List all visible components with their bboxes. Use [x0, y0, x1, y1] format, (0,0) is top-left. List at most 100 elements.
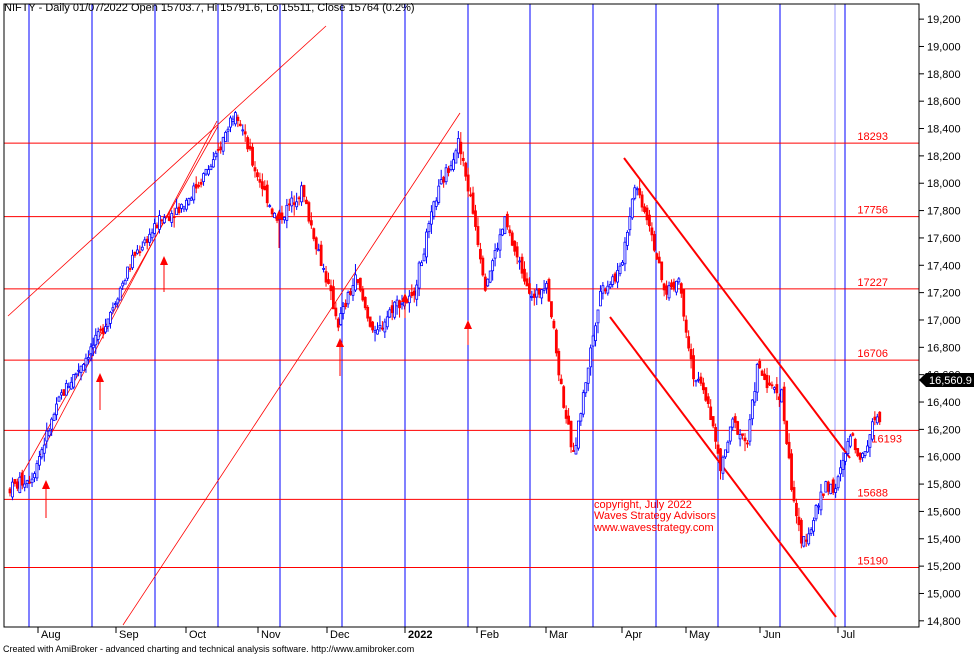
candle-body [241, 129, 245, 132]
candle-body [263, 185, 267, 191]
level-label: 18293 [857, 131, 888, 143]
candle-body [505, 213, 509, 228]
candle-body [150, 232, 154, 239]
candle-body [736, 421, 740, 435]
candle-body [878, 411, 882, 423]
candle-body [616, 270, 619, 283]
candle-body [513, 240, 517, 252]
candle-body [135, 249, 139, 254]
candle-body [535, 289, 539, 298]
candle-body [123, 280, 127, 285]
candle-body [74, 372, 78, 376]
candle-body [724, 449, 727, 458]
candle-body [599, 290, 602, 307]
candle-body [577, 420, 580, 449]
candle-body [302, 185, 306, 198]
candle-body [501, 228, 504, 236]
candle-body [554, 329, 558, 354]
candle-body [162, 217, 166, 224]
candle-body [630, 198, 634, 219]
candle-body [714, 427, 717, 442]
candle-body [469, 194, 473, 197]
candle-body [273, 212, 277, 219]
candle-body [542, 288, 546, 291]
candle-body [817, 505, 820, 508]
candle-body [371, 321, 375, 331]
candle-body [726, 441, 730, 453]
candle-body [508, 229, 512, 234]
candle-body [380, 327, 384, 330]
candle-body [417, 262, 421, 289]
candle-body [363, 296, 367, 309]
candle-body [128, 268, 132, 270]
candle-body [158, 215, 161, 230]
y-tick-label: 17,000 [927, 315, 961, 327]
candle-body [471, 192, 475, 214]
candle-body [116, 298, 120, 304]
price-chart: 18293 17756 17227 16706 16193 15688 15190 14,8… [3, 2, 974, 641]
candle-body [407, 295, 411, 304]
candle-body [792, 487, 796, 502]
candle-body [704, 387, 708, 401]
candle-body [270, 208, 274, 215]
candle-body [8, 488, 12, 494]
candle-body [351, 285, 355, 296]
candle-body [758, 361, 762, 369]
candle-body [258, 179, 262, 183]
candle-body [23, 483, 27, 488]
candle-body [211, 159, 215, 168]
trend-line-thick [623, 157, 851, 459]
candle-body [251, 146, 254, 166]
candle-body [111, 307, 115, 311]
candle-body [721, 456, 725, 474]
candle-body [567, 415, 570, 425]
candle-body [356, 279, 360, 283]
candle-body [82, 364, 85, 371]
candle-body [432, 201, 436, 217]
y-tick-label: 17,400 [927, 260, 961, 272]
arrow-head [464, 320, 472, 329]
candle-body [692, 355, 695, 380]
candle-body [594, 325, 597, 342]
candle-body [182, 206, 186, 210]
candle-body [461, 157, 465, 162]
candle-body [216, 149, 220, 151]
candle-body [339, 313, 343, 325]
candle-body [478, 248, 482, 260]
candle-body [133, 251, 137, 256]
candle-body [368, 316, 372, 327]
candle-body [799, 519, 803, 544]
candle-body [221, 137, 225, 152]
candle-body [802, 536, 806, 547]
candle-body [429, 211, 433, 225]
candle-body [349, 290, 352, 295]
candle-body [667, 285, 671, 299]
candle-body [87, 357, 90, 360]
candle-body [719, 448, 722, 472]
candle-body [760, 370, 764, 376]
candle-body [675, 280, 678, 293]
candle-body [493, 250, 497, 259]
candle-body [474, 210, 477, 227]
trend-line-thin [122, 112, 461, 626]
candle-body [285, 204, 289, 221]
candle-body [851, 433, 855, 436]
y-axis: 14,800 15,000 15,200 15,400 15,600 15,800 16,0… [918, 4, 974, 628]
candle-body [189, 197, 193, 201]
y-tick-label: 14,800 [927, 616, 961, 628]
candle-body [728, 426, 732, 442]
candle-body [138, 251, 142, 254]
candle-body [844, 453, 847, 462]
candle-body [69, 381, 73, 390]
candle-body [148, 233, 152, 243]
candle-body [67, 385, 71, 389]
candle-body [334, 307, 338, 317]
y-tick-label: 16,400 [927, 397, 961, 409]
candle-body [875, 416, 879, 424]
candle-body [268, 205, 272, 207]
candle-body [373, 329, 377, 333]
candle-body [94, 334, 98, 346]
candle-body [782, 386, 786, 422]
watermark-line-1: copyright, July 2022 [594, 499, 692, 511]
y-tick-label: 19,200 [927, 14, 961, 26]
